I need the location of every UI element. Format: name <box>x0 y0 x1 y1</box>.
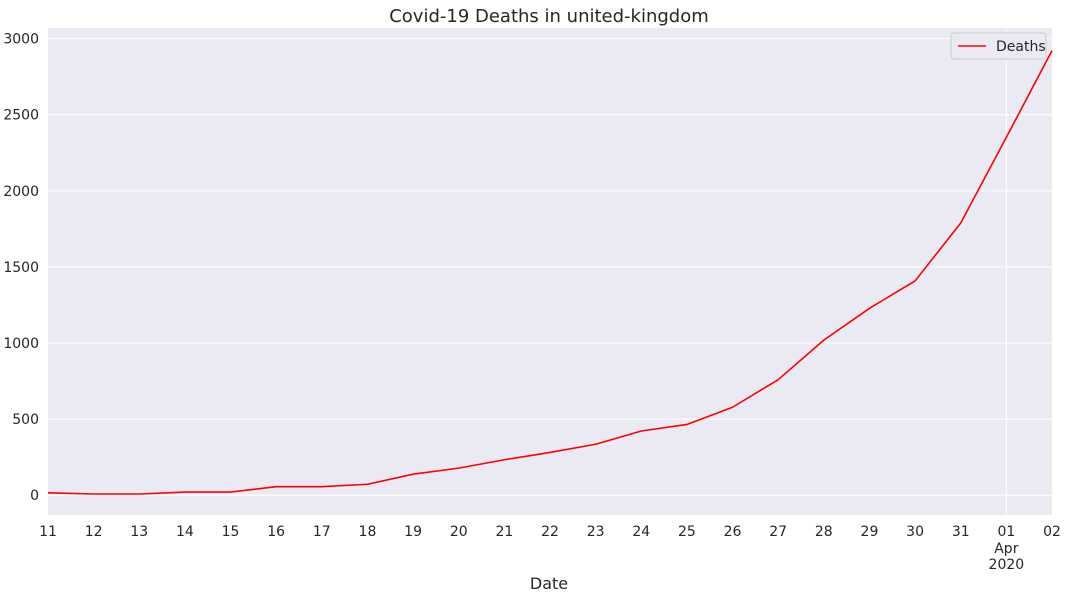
legend-label-deaths: Deaths <box>996 39 1046 55</box>
y-tick-label: 2500 <box>3 108 39 124</box>
x-tick-label: 18 <box>359 524 377 540</box>
x-axis-ticks: 11 12 13 14 15 16 17 18 19 20 21 22 23 24 25 26 27 28 29 30… <box>39 524 1061 573</box>
x-axis-label: Date <box>530 574 568 593</box>
x-tick-label: 24 <box>632 524 650 540</box>
x-tick-label: 13 <box>130 524 148 540</box>
chart-title: Covid-19 Deaths in united-kingdom <box>389 6 709 27</box>
y-gridlines <box>48 38 1052 496</box>
x-tick-label: 02 <box>1043 524 1061 540</box>
plot-area <box>48 28 1052 515</box>
y-axis-ticks: 0 500 1000 1500 2000 2500 3000 <box>3 32 39 505</box>
x-tick-sublabel: 2020 <box>989 557 1025 573</box>
y-tick-label: 3000 <box>3 32 39 48</box>
x-tick-label: 27 <box>769 524 787 540</box>
x-tick-label: 15 <box>222 524 240 540</box>
x-tick-label: 01 <box>997 524 1015 540</box>
x-tick-label: 31 <box>952 524 970 540</box>
x-tick-label: 23 <box>587 524 605 540</box>
x-tick-label: 20 <box>450 524 468 540</box>
x-tick-label: 12 <box>85 524 103 540</box>
x-tick-label: 16 <box>267 524 285 540</box>
x-tick-label: 25 <box>678 524 696 540</box>
x-tick-sublabel: Apr <box>994 541 1018 557</box>
y-tick-label: 0 <box>30 488 39 504</box>
x-tick-label: 30 <box>906 524 924 540</box>
x-tick-label: 21 <box>495 524 513 540</box>
x-tick-label: 17 <box>313 524 331 540</box>
x-tick-label: 26 <box>724 524 742 540</box>
y-tick-label: 1000 <box>3 336 39 352</box>
x-tick-label: 28 <box>815 524 833 540</box>
x-tick-label: 19 <box>404 524 422 540</box>
series-line-deaths <box>47 50 1053 495</box>
x-tick-label: 22 <box>541 524 559 540</box>
legend[interactable]: Deaths <box>950 32 1047 60</box>
x-tick-label: 11 <box>39 524 57 540</box>
y-tick-label: 1500 <box>3 260 39 276</box>
y-tick-label: 2000 <box>3 184 39 200</box>
x-tick-label: 29 <box>861 524 879 540</box>
legend-box <box>950 32 1047 60</box>
series-layer <box>47 50 1053 495</box>
y-tick-label: 500 <box>12 412 39 428</box>
x-tick-label: 14 <box>176 524 194 540</box>
